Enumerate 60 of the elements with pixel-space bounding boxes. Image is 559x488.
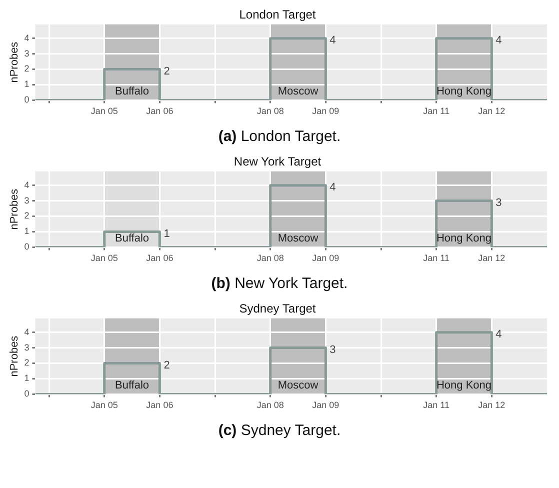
text: (c) Sydney Target. <box>218 422 341 439</box>
annotation: 3 <box>330 344 336 356</box>
x-tick-label: Jan 09 <box>312 106 340 116</box>
band-label: Moscow <box>278 232 318 245</box>
annotation: 4 <box>330 181 336 194</box>
band-label: Buffalo <box>115 232 150 245</box>
x-tick-label: Jan 06 <box>146 253 174 264</box>
y-tick-label: 0 <box>24 94 30 105</box>
x-tick-label: Jan 12 <box>478 253 506 264</box>
y-axis-title: nProbes <box>8 188 21 230</box>
text: (a) London Target. <box>218 128 341 145</box>
y-tick-label: 1 <box>24 373 30 384</box>
x-tick-label: Jan 11 <box>423 253 450 264</box>
x-tick-label: Jan 09 <box>312 253 340 264</box>
band-label: Hong Kong <box>436 380 492 392</box>
chart-title: Sydney Target <box>239 302 316 316</box>
y-tick-label: 0 <box>24 242 30 252</box>
annotation: 4 <box>496 328 502 340</box>
band-label: Moscow <box>278 86 318 98</box>
y-tick-label: 4 <box>24 32 30 43</box>
y-tick-label: 0 <box>24 388 30 399</box>
x-tick-label: Jan 08 <box>256 253 284 264</box>
x-tick-label: Jan 08 <box>256 400 284 410</box>
y-axis-title: nProbes <box>8 41 21 83</box>
x-tick-label: Jan 12 <box>478 106 506 116</box>
y-tick-label: 4 <box>24 326 30 337</box>
y-tick-label: 2 <box>24 358 30 368</box>
annotation: 3 <box>496 196 502 209</box>
y-tick-label: 4 <box>24 180 30 190</box>
chart-title: New York Target <box>234 154 322 169</box>
x-tick-label: Jan 06 <box>146 106 174 116</box>
band-label: Moscow <box>278 380 318 392</box>
y-axis-title: nProbes <box>8 335 21 377</box>
annotation: 1 <box>164 228 170 240</box>
x-tick-label: Jan 11 <box>423 400 450 410</box>
band-label: Buffalo <box>115 380 150 392</box>
y-tick-label: 2 <box>24 210 30 221</box>
x-tick-label: Jan 09 <box>312 400 340 410</box>
annotation: 2 <box>164 359 170 372</box>
text: (b) New York Target. <box>211 275 348 292</box>
chart-title: London Target <box>239 8 316 22</box>
y-tick-label: 3 <box>24 342 30 352</box>
y-tick-label: 1 <box>24 226 30 236</box>
x-tick-label: Jan 05 <box>90 253 118 264</box>
x-tick-label: Jan 08 <box>256 106 284 116</box>
x-tick-label: Jan 05 <box>90 106 118 116</box>
x-tick-label: Jan 12 <box>478 400 506 410</box>
y-tick-label: 3 <box>24 195 30 206</box>
band-label: Hong Kong <box>436 86 492 98</box>
band-label: Buffalo <box>115 86 150 98</box>
y-tick-label: 3 <box>24 48 30 58</box>
band-label: Hong Kong <box>436 232 492 245</box>
x-tick-label: Jan 05 <box>90 400 118 410</box>
annotation: 4 <box>330 34 336 46</box>
x-tick-label: Jan 06 <box>146 400 174 410</box>
y-tick-label: 1 <box>24 79 30 90</box>
annotation: 4 <box>496 34 502 46</box>
annotation: 2 <box>164 65 170 78</box>
x-tick-label: Jan 11 <box>423 106 450 116</box>
y-tick-label: 2 <box>24 64 30 74</box>
